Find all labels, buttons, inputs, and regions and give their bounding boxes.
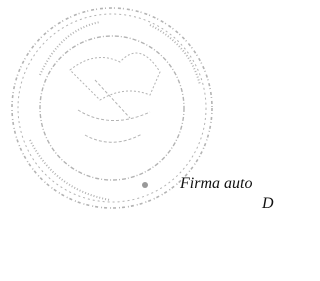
seal-lettering bbox=[30, 22, 200, 200]
seal-inner-ring bbox=[40, 36, 184, 180]
seal-emblem bbox=[70, 53, 160, 100]
signature-text: Firma auto bbox=[179, 175, 252, 192]
page: {"document": {"text_lines": ["Firma auto… bbox=[0, 0, 275, 281]
signature-text: D bbox=[261, 195, 274, 212]
seal-mark bbox=[142, 182, 148, 188]
document-view: Firma auto D bbox=[0, 0, 275, 281]
seal-outer-ring-inner bbox=[18, 14, 206, 202]
